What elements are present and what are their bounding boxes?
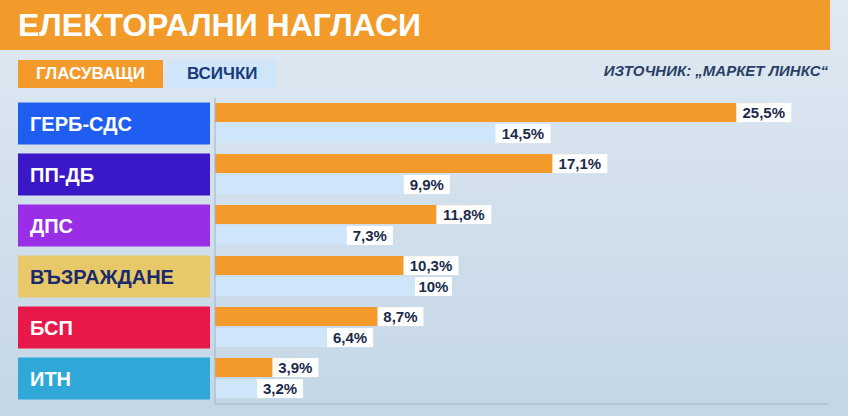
html-text:ЕЛЕКТОРАЛНИ НАГЛАСИ: ЕЛЕКТОРАЛНИ НАГЛАСИ — [18, 7, 421, 43]
svg-text:25,5%: 25,5% — [742, 104, 785, 121]
svg-text:ВЪЗРАЖДАНЕ: ВЪЗРАЖДАНЕ — [30, 266, 174, 288]
svg-text:10,3%: 10,3% — [410, 257, 453, 274]
svg-text:8,7%: 8,7% — [383, 308, 417, 325]
svg-text:3,2%: 3,2% — [263, 380, 297, 397]
html-text:ИЗТОЧНИК: „МАРКЕТ ЛИНКС“: ИЗТОЧНИК: „МАРКЕТ ЛИНКС“ — [603, 62, 828, 79]
svg-text:3,9%: 3,9% — [278, 359, 312, 376]
html-text:ВСИЧКИ: ВСИЧКИ — [186, 64, 258, 83]
svg-text:7,3%: 7,3% — [353, 227, 387, 244]
html-text:ГЛАСУВАЩИ: ГЛАСУВАЩИ — [36, 64, 145, 83]
svg-text:6,4%: 6,4% — [333, 329, 367, 346]
svg-text:БСП: БСП — [30, 317, 73, 339]
svg-text:ИТН: ИТН — [30, 368, 71, 390]
svg-text:10%: 10% — [418, 278, 448, 295]
svg-text:11,8%: 11,8% — [443, 206, 485, 223]
svg-text:ПП-ДБ: ПП-ДБ — [30, 164, 94, 186]
svg-text:ГЕРБ-СДС: ГЕРБ-СДС — [30, 113, 132, 135]
svg-text:14,5%: 14,5% — [502, 125, 545, 142]
svg-text:17,1%: 17,1% — [559, 155, 602, 172]
svg-text:ДПС: ДПС — [30, 215, 73, 237]
svg-text:9,9%: 9,9% — [410, 176, 444, 193]
